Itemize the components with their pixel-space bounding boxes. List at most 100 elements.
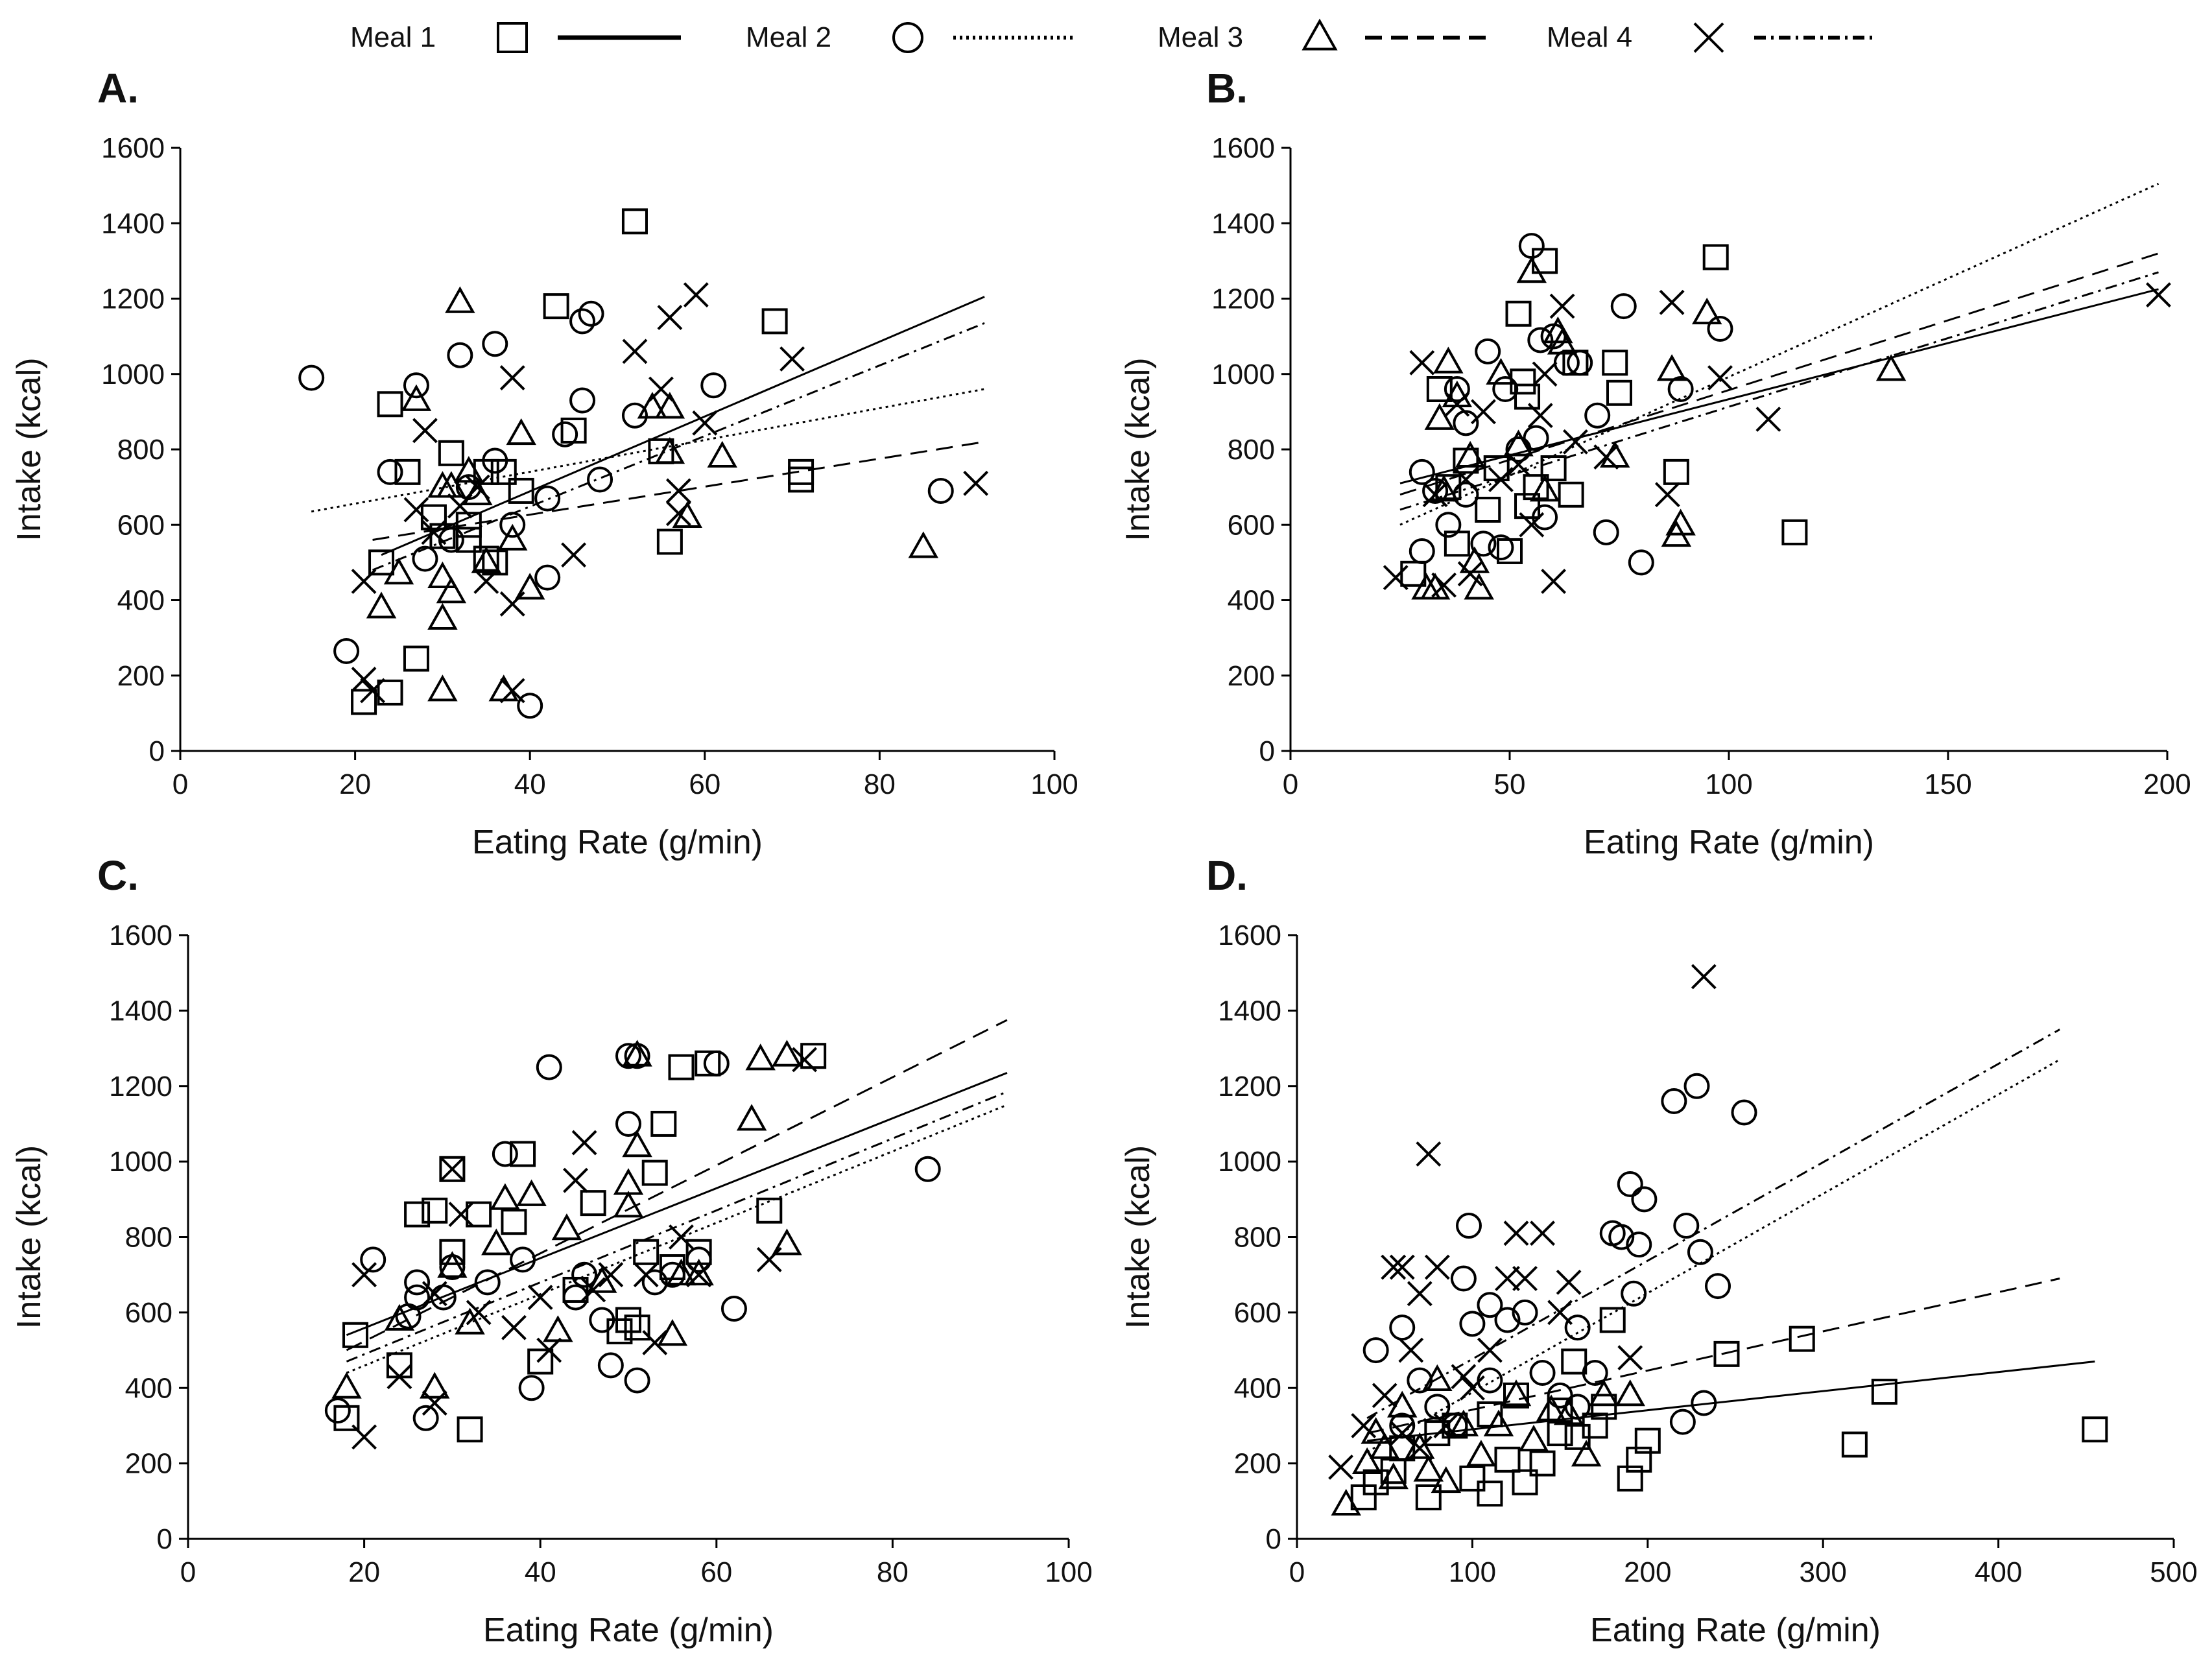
data-point [482, 331, 508, 357]
data-point [427, 674, 458, 702]
chart-panel: C. 0 200 400 600 800 1000 1200 1400 1600 0 20 40 60 80… [10, 852, 1093, 1649]
data-point [1431, 1466, 1462, 1493]
data-point [501, 1209, 527, 1235]
data-point [1841, 1431, 1868, 1458]
y-tick-label: 400 [125, 1372, 172, 1404]
x-tick-label: 100 [1045, 1556, 1092, 1588]
y-tick-label: 200 [117, 660, 165, 692]
data-point [700, 372, 727, 399]
data-point [427, 602, 458, 630]
x-tick-label: 150 [1924, 768, 1971, 800]
data-point [1433, 346, 1464, 374]
data-point [1593, 444, 1619, 470]
series-2 [1399, 182, 2159, 576]
data-point [506, 418, 536, 446]
data-point [1541, 569, 1567, 594]
data-point [772, 1040, 802, 1067]
legend-label: Meal 1 [350, 21, 436, 53]
data-point [377, 679, 403, 706]
data-point [569, 387, 596, 414]
data-point [1608, 1224, 1635, 1250]
data-point [427, 561, 458, 589]
data-point [412, 418, 438, 444]
data-point [1516, 256, 1547, 283]
y-tick-label: 1000 [1218, 1146, 1281, 1178]
data-point [908, 531, 939, 558]
series-4 [351, 282, 989, 704]
data-point [422, 1281, 447, 1307]
panel-letter: D. [1206, 852, 1248, 899]
data-point [1512, 1299, 1538, 1326]
data-point [656, 529, 683, 555]
data-point [1549, 293, 1575, 319]
y-tick-label: 1200 [1218, 1071, 1281, 1102]
data-point [1459, 546, 1490, 573]
data-point [453, 456, 484, 483]
data-point [1459, 1375, 1485, 1401]
data-point [1523, 425, 1549, 451]
data-point [401, 384, 432, 411]
data-point [534, 564, 561, 591]
data-point [394, 458, 421, 485]
x-tick-label: 50 [1494, 768, 1526, 800]
y-tick-label: 0 [157, 1523, 172, 1555]
data-point [1431, 572, 1457, 598]
legend-entry: Meal 1 [350, 21, 681, 53]
data-point [527, 1348, 554, 1375]
y-tick-label: 1200 [109, 1071, 172, 1102]
data-point [1328, 1455, 1354, 1480]
y-axis-label: Intake (kcal) [1119, 357, 1157, 541]
fit-line [1399, 182, 2159, 526]
y-tick-label: 1600 [101, 132, 165, 164]
y-tick-label: 800 [1228, 434, 1275, 466]
fit-line [1366, 1058, 2060, 1453]
data-point [686, 1262, 712, 1288]
data-point [351, 569, 377, 594]
x-tick-label: 0 [180, 1556, 196, 1588]
data-point [1483, 1409, 1514, 1436]
data-point [1789, 1326, 1815, 1352]
data-point [351, 667, 377, 692]
data-point [351, 1262, 377, 1288]
data-point [1582, 1412, 1608, 1439]
data-point [1422, 1364, 1453, 1392]
fit-line [311, 388, 985, 513]
legend-marker [1302, 18, 1338, 51]
data-point [615, 1307, 641, 1333]
y-tick-label: 600 [1234, 1297, 1281, 1329]
data-point [622, 339, 648, 364]
x-tick-label: 80 [877, 1556, 909, 1588]
data-point [792, 1047, 818, 1073]
data-point [543, 293, 569, 320]
y-tick-label: 0 [1259, 735, 1275, 767]
data-point [597, 1352, 624, 1379]
data-point [1527, 327, 1554, 353]
data-point [613, 1168, 644, 1195]
data-point [668, 1054, 695, 1080]
data-point [1389, 1420, 1415, 1446]
data-point [1599, 1307, 1626, 1333]
panel-letter: C. [97, 852, 139, 899]
data-point [1457, 561, 1483, 587]
data-point [1691, 1390, 1717, 1416]
data-point [527, 1285, 553, 1311]
data-point [403, 645, 429, 672]
data-point [436, 577, 467, 604]
data-point [1617, 1345, 1643, 1371]
data-point [1591, 1394, 1617, 1420]
data-point [298, 364, 325, 391]
data-point [1424, 1420, 1451, 1447]
data-point [1532, 361, 1558, 387]
data-point [422, 1390, 447, 1416]
data-point [501, 1314, 527, 1340]
data-point [641, 1269, 668, 1296]
data-point [1518, 233, 1545, 259]
data-point [1351, 1447, 1383, 1475]
data-point [1488, 534, 1514, 561]
data-point [1617, 1171, 1643, 1198]
data-point [578, 300, 604, 327]
x-tick-label: 100 [1030, 768, 1078, 800]
data-point [1435, 512, 1462, 538]
data-point [1654, 482, 1680, 508]
data-point [666, 1258, 696, 1286]
